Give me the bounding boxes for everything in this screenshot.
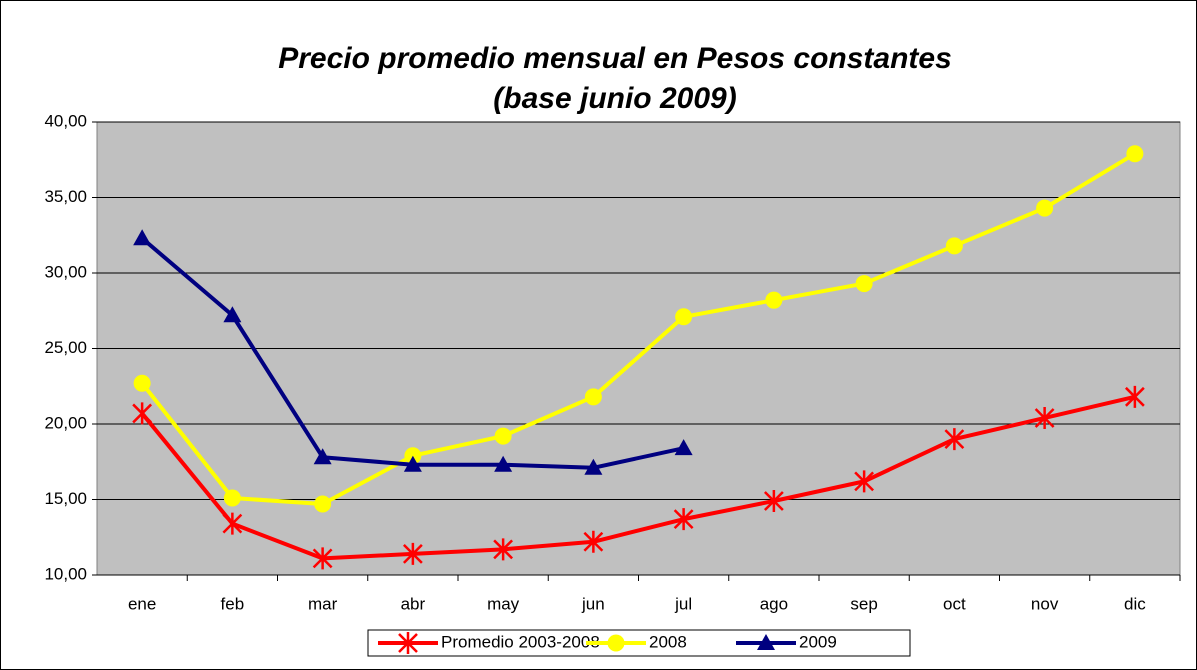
marker (133, 229, 152, 246)
marker (855, 275, 873, 293)
marker (1036, 199, 1054, 217)
marker (1124, 385, 1145, 408)
marker (945, 237, 963, 255)
y-tick-label: 10,00 (44, 564, 87, 583)
marker (493, 538, 514, 561)
marker (312, 547, 333, 570)
marker (607, 634, 625, 652)
legend-label: 2008 (649, 632, 687, 651)
x-tick-label: feb (221, 594, 245, 613)
x-tick-label: ene (128, 594, 156, 613)
marker (398, 632, 418, 654)
marker (675, 308, 693, 326)
marker (673, 508, 694, 531)
marker (944, 428, 965, 451)
x-tick-label: may (487, 594, 520, 613)
series-line (140, 394, 1136, 561)
x-tick-label: mar (308, 594, 338, 613)
y-tick-label: 25,00 (44, 338, 87, 357)
marker (583, 530, 604, 553)
marker (757, 634, 775, 650)
legend-label: 2009 (799, 632, 837, 651)
marker (674, 439, 693, 456)
marker (133, 374, 151, 392)
y-tick-label: 20,00 (44, 413, 87, 432)
marker (223, 306, 242, 323)
marker (313, 448, 332, 465)
marker (854, 470, 875, 493)
chart-title: Precio promedio mensual en Pesos constan… (278, 42, 952, 75)
marker (132, 402, 153, 425)
y-tick-label: 30,00 (44, 262, 87, 281)
y-tick-label: 40,00 (44, 111, 87, 130)
x-tick-label: ago (760, 594, 788, 613)
y-tick-label: 35,00 (44, 187, 87, 206)
marker (763, 490, 784, 513)
marker (1034, 406, 1055, 429)
marker (584, 388, 602, 406)
marker (494, 455, 513, 472)
marker (223, 489, 241, 507)
x-tick-label: sep (850, 594, 877, 613)
x-tick-label: jul (674, 594, 692, 613)
marker (402, 542, 423, 565)
x-tick-label: oct (943, 594, 966, 613)
x-tick-label: dic (1124, 594, 1146, 613)
x-tick-label: jun (581, 594, 605, 613)
marker (584, 458, 603, 475)
marker (222, 512, 243, 535)
marker (494, 427, 512, 445)
marker (1126, 145, 1144, 163)
marker (314, 495, 332, 513)
marker (403, 455, 422, 472)
legend-label: Promedio 2003-2008 (441, 632, 600, 651)
x-tick-label: abr (401, 594, 426, 613)
x-tick-label: nov (1031, 594, 1059, 613)
series-line (140, 151, 1136, 507)
y-tick-label: 15,00 (44, 489, 87, 508)
chart-title: (base junio 2009) (493, 82, 736, 115)
marker (765, 291, 783, 309)
